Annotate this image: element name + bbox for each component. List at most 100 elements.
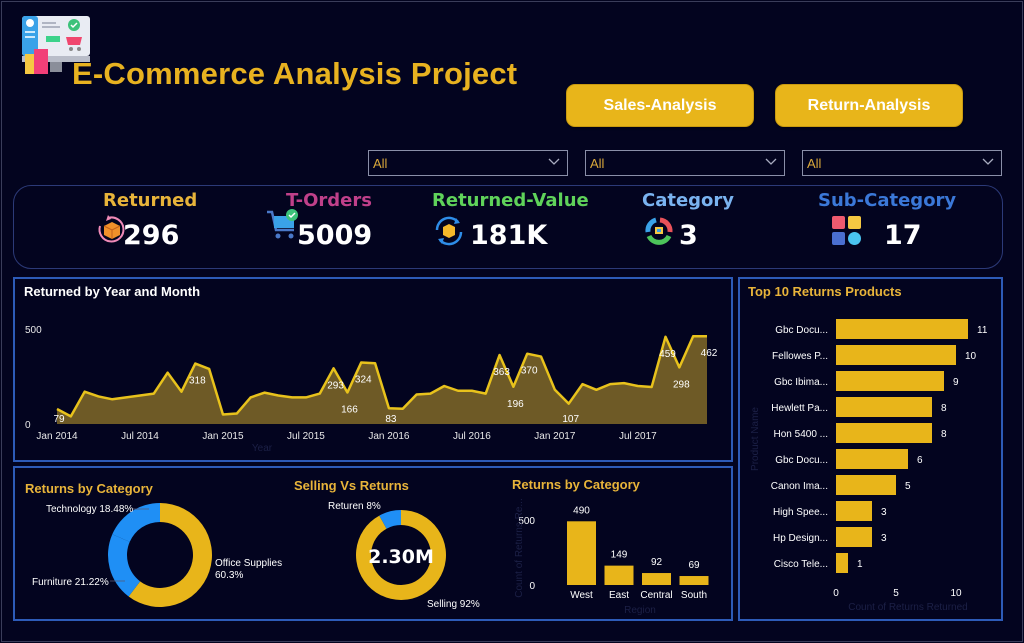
data-label: 8 [941,403,947,414]
donut-slice [379,510,401,529]
bar [836,423,932,443]
category-label: Hewlett Pa... [771,403,828,414]
x-tick-label: 0 [833,588,839,599]
donut-category-title: Returns by Category [25,481,153,496]
chevron-down-icon[interactable] [981,154,995,168]
ecommerce-shop-icon [22,16,90,76]
bar [604,565,634,585]
data-label: 293 [327,380,344,391]
data-label: 83 [385,414,397,425]
data-label: 107 [562,414,579,425]
data-label: 11 [977,325,988,336]
category-label: Hon 5400 ... [774,429,828,440]
x-tick-label: Jan 2016 [368,431,410,442]
data-label: 298 [673,379,690,390]
y-tick-label: 0 [529,581,535,592]
bar [836,345,956,365]
x-tick-label: Jul 2015 [287,431,325,442]
category-label: Cisco Tele... [774,559,828,570]
data-label: 9 [953,377,959,388]
slicer-1[interactable]: All [368,150,568,176]
series-line [56,334,707,418]
category-label: Canon Ima... [771,481,828,492]
data-label: 490 [573,505,590,516]
data-label: 370 [521,366,538,377]
chevron-down-icon[interactable] [764,154,778,168]
category-label: Hp Design... [773,533,828,544]
y-axis-title: Product Name [750,407,761,471]
kpi-returned-value-value: 181K [470,220,548,251]
kpi-strip: Returned 296 T-Orders 5009 Returned-Valu… [13,185,1003,269]
donut-slice [108,534,141,597]
y-tick-label: 500 [25,325,42,336]
category-label: Central [640,590,672,601]
x-tick-label: Jul 2017 [619,431,657,442]
kpi-category-value: 3 [679,220,698,251]
y-axis-title: Count of Returns Re... [514,498,525,598]
data-label: 459 [659,349,676,360]
hbar-chart-title: Top 10 Returns Products [748,284,902,299]
returned-box-icon [98,215,125,243]
slice-label: Office Supplies [215,558,282,569]
return-analysis-button[interactable]: Return-Analysis [775,84,963,127]
sales-analysis-button[interactable]: Sales-Analysis [566,84,754,127]
donut-slice [112,503,160,542]
data-label: 92 [651,557,663,568]
kpi-returned-value-card: Returned-Value 181K [432,186,602,270]
data-label: 3 [881,507,887,518]
kpi-t-orders-value: 5009 [297,220,373,251]
kpi-category: Category 3 [642,186,772,270]
category-label: High Spee... [773,507,828,518]
x-axis-title: Year [252,443,273,454]
slicer-2-value: All [590,155,605,171]
data-label: 5 [905,481,911,492]
category-label: Gbc Docu... [775,325,828,336]
chevron-down-icon[interactable] [547,154,561,168]
data-label: 324 [355,374,372,385]
data-label: 69 [688,560,700,571]
bar [836,397,932,417]
x-tick-label: Jan 2015 [202,431,244,442]
slice-label: Returen 8% [328,501,381,512]
category-label: South [681,590,707,601]
bar [836,527,872,547]
x-axis-title: Region [624,605,656,616]
bar [836,501,872,521]
kpi-returned-label: Returned [103,190,198,211]
bar [567,521,596,585]
slice-label: 60.3% [215,570,243,581]
bar [836,553,848,573]
data-label: 462 [701,348,718,359]
donut-selling-title: Selling Vs Returns [294,478,409,493]
y-tick-label: 0 [25,420,31,431]
bar [836,319,968,339]
data-label: 363 [493,367,510,378]
x-tick-label: Jan 2014 [36,431,78,442]
slicer-2[interactable]: All [585,150,785,176]
kpi-sub-category-value: 17 [884,220,922,251]
panel-top-10-returns: Top 10 Returns Products Gbc Docu... 11 Fel… [738,277,1003,621]
kpi-returned-value: 296 [123,220,180,251]
data-label: 79 [53,414,65,425]
bar [679,576,709,585]
refresh-box-icon [435,216,463,246]
data-label: 318 [189,376,206,387]
bar [836,371,944,391]
y-tick-label: 500 [518,516,535,527]
slicer-3-value: All [807,155,822,171]
slicer-3[interactable]: All [802,150,1002,176]
data-label: 196 [507,399,524,410]
returned-line-chart: 0 500 Jan 2014 Jul 2014 Jan 2015 Jul 2015 Jan … [25,325,718,454]
category-label: East [609,590,629,601]
donut-slice [128,503,212,607]
kpi-sub-category: Sub-Category 17 [816,186,976,270]
bar [642,573,671,585]
x-tick-label: Jan 2017 [534,431,576,442]
data-label: 166 [341,404,358,415]
category-ring-icon [645,217,673,245]
shopping-cart-check-icon [267,209,298,239]
slice-label: Technology 18.48% [46,504,133,515]
data-label: 10 [965,351,977,362]
